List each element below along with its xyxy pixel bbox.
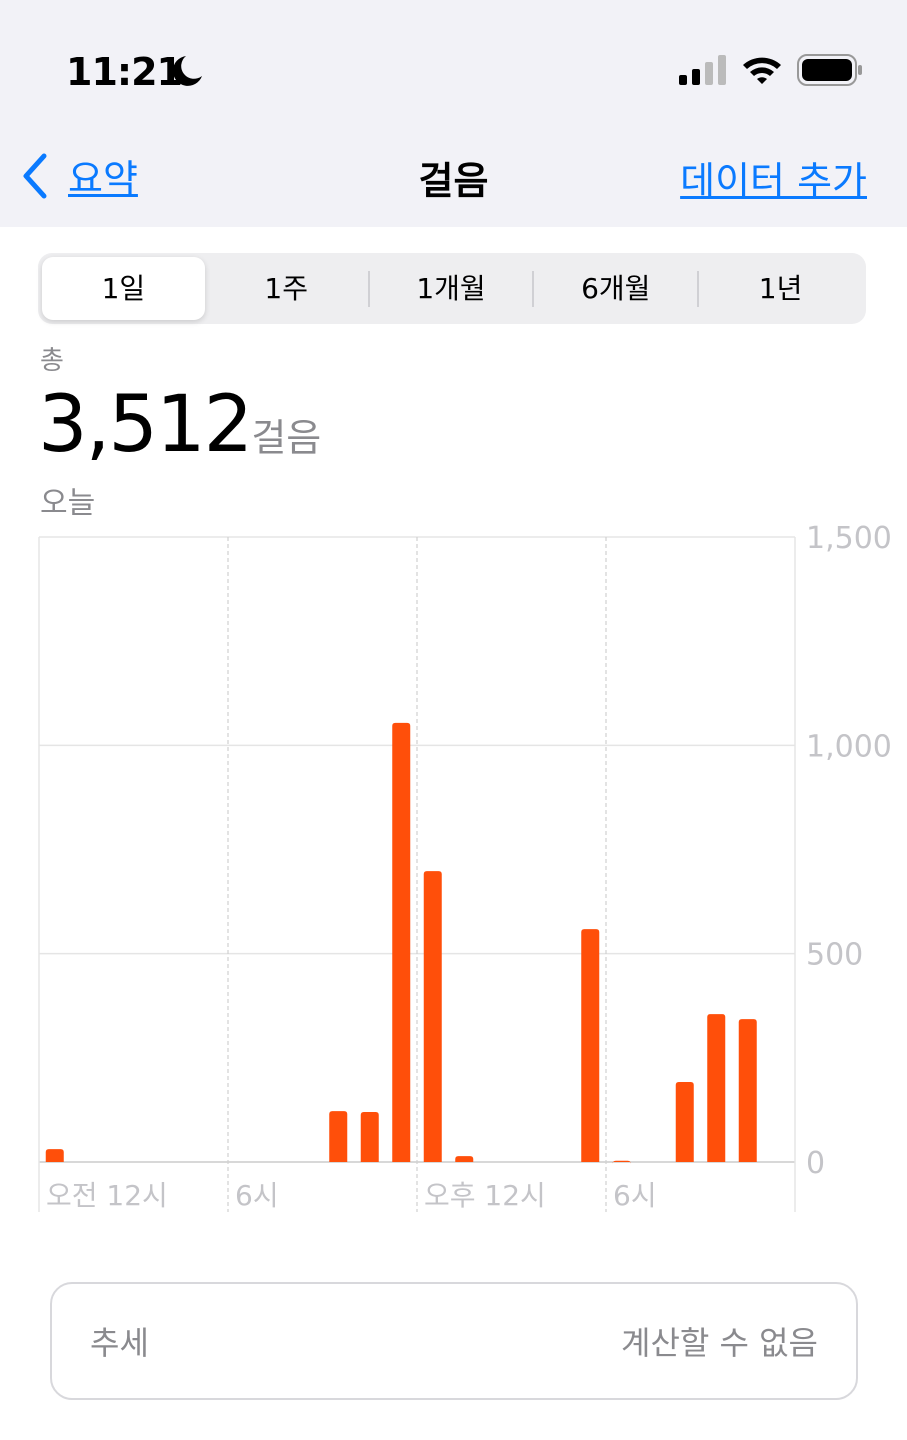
y-tick-label: 1,500 <box>806 521 892 556</box>
battery-icon <box>797 54 862 86</box>
step-bar <box>455 1156 474 1162</box>
steps-count: 3,512 <box>38 380 253 470</box>
step-bar <box>675 1082 694 1162</box>
divider <box>367 270 370 307</box>
segment-month[interactable]: 1개월 <box>416 272 486 305</box>
step-bar <box>45 1149 64 1162</box>
y-tick-label: 1,000 <box>806 729 892 764</box>
segment-day[interactable]: 1일 <box>42 257 205 320</box>
moon-icon <box>172 56 202 86</box>
x-tick-label: 6시 <box>613 1179 657 1212</box>
trend-value: 계산할 수 없음 <box>621 1324 818 1362</box>
step-bar <box>392 722 411 1162</box>
divider <box>697 270 700 307</box>
step-bar <box>738 1019 757 1162</box>
segment-6month[interactable]: 6개월 <box>581 272 651 305</box>
period-segmented-control: 1일 1주 1개월 6개월 1년 <box>38 253 866 324</box>
total-label: 총 <box>40 346 64 376</box>
chevron-left-icon <box>23 153 47 198</box>
y-tick-label: 500 <box>806 938 863 973</box>
back-label: 요약 <box>68 157 138 201</box>
x-tick-label: 6시 <box>235 1179 279 1212</box>
step-bar <box>329 1111 348 1162</box>
wifi-icon <box>743 57 781 84</box>
step-bar <box>423 871 442 1162</box>
step-bar <box>581 929 600 1162</box>
step-bar <box>707 1014 726 1162</box>
x-tick-label: 오전 12시 <box>46 1179 168 1212</box>
page-title: 걸음 <box>418 159 489 203</box>
header: 11:21 요약 걸음 데이터 추가 <box>0 0 907 227</box>
divider <box>532 270 535 307</box>
steps-chart[interactable]: 0 500 1,000 1,500 오전 12시 6시 오후 12시 6시 <box>0 520 907 1220</box>
x-tick-label: 오후 12시 <box>424 1179 546 1212</box>
y-tick-label: 0 <box>806 1146 825 1181</box>
segment-week[interactable]: 1주 <box>264 272 308 305</box>
total-value: 3,512걸음 <box>38 380 321 470</box>
step-bar <box>360 1112 379 1162</box>
add-data-button[interactable]: 데이터 추가 <box>680 159 867 203</box>
trend-label: 추세 <box>90 1324 149 1362</box>
trend-card[interactable]: 추세 계산할 수 없음 <box>50 1282 858 1400</box>
back-button[interactable]: 요약 <box>20 148 138 203</box>
step-bar <box>612 1160 631 1164</box>
period-label: 오늘 <box>40 486 96 521</box>
cellular-signal-icon <box>679 55 726 85</box>
segment-year[interactable]: 1년 <box>758 272 803 305</box>
steps-unit: 걸음 <box>251 416 322 460</box>
status-time: 11:21 <box>66 50 183 94</box>
